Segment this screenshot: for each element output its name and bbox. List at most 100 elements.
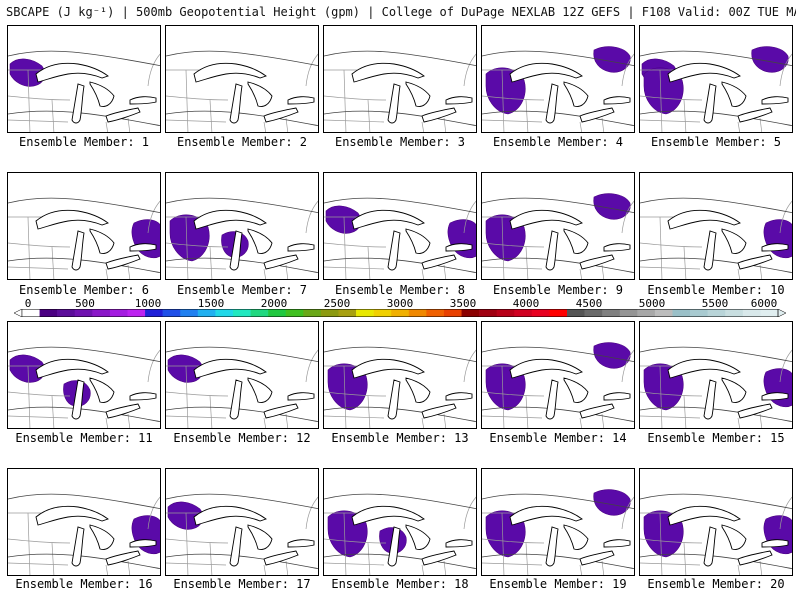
- boundary-line: [105, 417, 109, 428]
- lake-outline: [387, 83, 401, 124]
- ensemble-member-label: Ensemble Member: 1: [18, 135, 150, 149]
- ensemble-member-map: [481, 25, 635, 133]
- lake-outline: [105, 403, 141, 419]
- cape-region-east: [131, 219, 160, 259]
- height-contour: [324, 257, 476, 274]
- height-contour: [166, 553, 318, 570]
- boundary-line: [621, 496, 634, 530]
- boundary-line: [621, 53, 634, 87]
- boundary-line: [324, 266, 385, 270]
- height-contour: [640, 406, 792, 423]
- boundary-line: [285, 117, 289, 132]
- ensemble-member-map: [7, 321, 161, 429]
- ensemble-member-map: [165, 172, 319, 280]
- ensemble-member-map: [7, 25, 161, 133]
- boundary-line: [263, 121, 267, 132]
- colorbar-tick-label: 4500: [575, 297, 603, 310]
- boundary-line: [305, 349, 318, 383]
- colorbar-swatch: [408, 309, 427, 317]
- height-contour: [166, 406, 318, 423]
- height-contour: [8, 197, 160, 214]
- lake-outline: [563, 228, 589, 254]
- colorbar-tick-label: 3500: [449, 297, 477, 310]
- lake-outline: [263, 107, 299, 123]
- map-canvas: [324, 346, 476, 428]
- lake-outline: [545, 526, 559, 567]
- boundary-line: [482, 538, 545, 544]
- ensemble-member-label: Ensemble Member: 8: [334, 283, 466, 297]
- boundary-line: [737, 268, 741, 279]
- boundary-line: [659, 365, 663, 428]
- boundary-line: [105, 564, 109, 575]
- cape-region-east: [763, 219, 792, 259]
- boundary-line: [127, 264, 131, 279]
- lake-outline: [761, 96, 789, 105]
- colorbar-swatch: [145, 309, 163, 317]
- boundary-line: [185, 365, 189, 428]
- lake-outline: [193, 505, 267, 526]
- height-contour: [640, 346, 792, 363]
- height-contour: [324, 197, 476, 214]
- boundary-line: [779, 53, 792, 87]
- boundary-line: [8, 538, 71, 544]
- map-canvas: [640, 197, 792, 279]
- lake-outline: [603, 96, 631, 105]
- ensemble-member-map: [639, 172, 793, 280]
- lake-outline: [579, 107, 615, 123]
- boundary-line: [501, 69, 505, 132]
- lake-outline: [129, 96, 157, 105]
- colorbar-swatch: [619, 309, 638, 317]
- boundary-line: [166, 391, 229, 397]
- height-contour: [8, 493, 160, 510]
- lake-outline: [229, 379, 243, 420]
- boundary-line: [27, 512, 31, 575]
- boundary-line: [737, 121, 741, 132]
- lake-outline: [129, 539, 157, 548]
- height-contour: [166, 257, 318, 274]
- lake-outline: [71, 230, 85, 271]
- lake-outline: [105, 107, 141, 123]
- height-contour: [8, 553, 160, 570]
- boundary-line: [367, 246, 371, 279]
- lake-outline: [563, 377, 589, 403]
- boundary-line: [482, 415, 543, 419]
- lake-outline: [579, 254, 615, 270]
- lake-outline: [563, 524, 589, 550]
- ensemble-member-label: Ensemble Member: 17: [173, 577, 311, 591]
- colorbar-tick-label: 1000: [134, 297, 162, 310]
- height-contour: [8, 50, 160, 67]
- lake-outline: [351, 505, 425, 526]
- cape-region-northeast: [593, 193, 631, 220]
- boundary-line: [209, 246, 213, 279]
- height-contour: [166, 346, 318, 363]
- boundary-line: [421, 268, 425, 279]
- boundary-line: [463, 53, 476, 87]
- boundary-line: [263, 417, 267, 428]
- map-canvas: [324, 493, 476, 575]
- colorbar-swatch: [654, 309, 673, 317]
- lake-outline: [193, 62, 267, 83]
- map-canvas: [640, 346, 792, 428]
- colorbar-swatch: [549, 309, 568, 317]
- boundary-line: [482, 266, 543, 270]
- lake-outline: [247, 524, 273, 550]
- boundary-line: [8, 391, 71, 397]
- colorbar-swatch: [584, 309, 603, 317]
- colorbar-swatch: [232, 309, 251, 317]
- boundary-line: [601, 264, 605, 279]
- boundary-line: [343, 365, 347, 428]
- boundary-line: [601, 413, 605, 428]
- ensemble-member-label: Ensemble Member: 16: [15, 577, 153, 591]
- boundary-line: [501, 512, 505, 575]
- lake-outline: [89, 524, 115, 550]
- boundary-line: [166, 242, 229, 248]
- height-contour: [324, 553, 476, 570]
- boundary-line: [185, 512, 189, 575]
- boundary-line: [285, 264, 289, 279]
- boundary-line: [601, 117, 605, 132]
- lake-outline: [579, 550, 615, 566]
- boundary-line: [8, 95, 71, 101]
- colorbar-tick-label: 1500: [197, 297, 225, 310]
- height-contour: [482, 553, 634, 570]
- ensemble-member-map: [165, 25, 319, 133]
